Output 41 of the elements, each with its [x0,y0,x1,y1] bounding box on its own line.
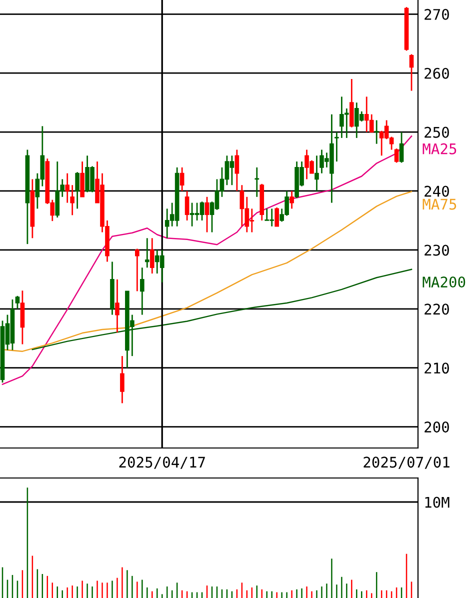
candlestick [374,120,379,145]
candlestick [115,278,120,334]
candlestick [399,131,404,164]
candlestick [150,237,154,274]
candlestick [184,190,190,222]
candlestick [180,166,184,192]
x-tick-label: 2025/07/01 [364,456,450,469]
candlestick [204,196,210,233]
candlestick [314,154,319,192]
candlestick [144,237,150,268]
y-tick-label: 250 [424,126,449,138]
y-tick-label: 260 [424,68,449,79]
candlestick [409,54,414,92]
y-tick-label: 10M [425,496,450,508]
candlestick [15,295,20,310]
candlestick [140,266,144,316]
candlestick [290,190,294,210]
y-tick-label: 210 [424,362,449,374]
candlestick [274,206,280,228]
x-tick-label: 2025/04/17 [119,456,205,469]
y-tick-label: 200 [424,422,449,433]
candlestick [334,131,339,162]
line-series [2,190,412,352]
y-tick-label: 270 [424,8,449,20]
candlestick [394,148,399,164]
series-label: MA75 [422,198,456,210]
candlestick [135,248,140,292]
candlestick [65,172,70,204]
line-series [2,136,412,385]
candlestick [120,355,124,404]
series-label: MA25 [422,143,456,154]
y-tick-label: 220 [424,304,449,315]
candlestick [70,184,74,216]
candlestick [254,166,260,198]
candlestick [80,160,84,198]
candlestick [234,149,240,192]
series-label: MA200 [422,276,466,288]
y-tick-label: 240 [424,186,449,197]
y-tick-label: 230 [424,244,449,256]
candlestick [349,78,354,128]
candlestick [75,171,80,210]
